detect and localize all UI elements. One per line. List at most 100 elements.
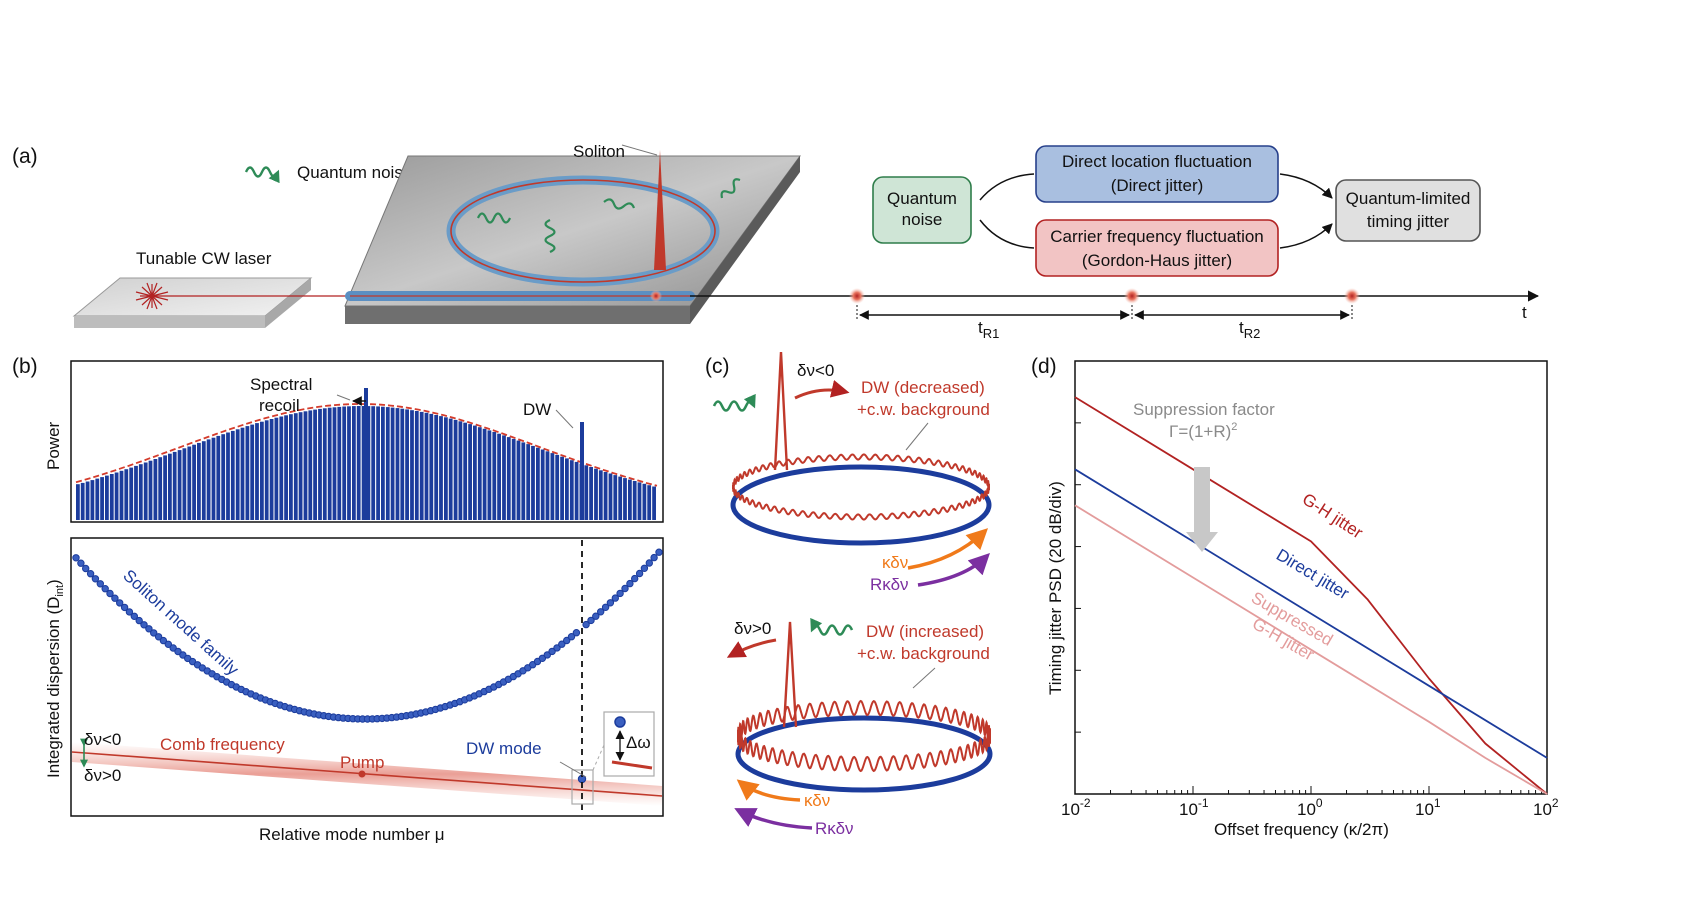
spectrum-bar	[124, 469, 129, 520]
mode-dot	[111, 594, 119, 602]
quantum-noise-legend-label: Quantum noise	[297, 163, 412, 182]
mode-dot	[635, 569, 644, 578]
spectrum-bar	[468, 424, 472, 520]
spectrum-bar	[289, 414, 293, 520]
suppression-factor-label: Suppression factor	[1133, 400, 1275, 419]
spectrum-bar	[143, 462, 148, 520]
spectrum-bar	[274, 417, 279, 520]
spectrum-bar	[521, 442, 526, 520]
x-tick-label: 10-1	[1179, 796, 1209, 819]
power-axis-label: Power	[44, 421, 63, 470]
kdv-arrow	[736, 779, 801, 802]
spectrum-bar	[400, 408, 405, 520]
spectrum-bar	[540, 449, 545, 520]
comb-frequency-line	[71, 751, 663, 797]
spectrum-bar	[439, 416, 443, 520]
spectrum-bar	[352, 406, 356, 520]
spectrum-bar	[473, 425, 477, 520]
spectrum-bar	[492, 432, 497, 520]
spectrum-bar	[429, 413, 434, 520]
spectrum-bar	[206, 439, 211, 520]
mode-dot	[91, 575, 100, 583]
direct-jitter-node-line2: (Direct jitter)	[1111, 176, 1204, 195]
panel-b: (b) Spectral recoil DW Power Δω Soliton …	[12, 355, 664, 844]
spectrum-bar	[536, 447, 540, 520]
spectrum-bar	[148, 460, 153, 520]
mode-dot	[106, 589, 114, 598]
noise-wave-icon	[544, 218, 556, 254]
bottom-soliton-pulse	[782, 621, 798, 728]
mode-dot	[169, 644, 177, 652]
spectrum-bar	[511, 438, 516, 520]
noise-wave-icon	[810, 617, 854, 636]
noise-wave-icon	[712, 393, 756, 412]
quantum-noise-legend-icon	[244, 166, 280, 184]
spectrum-bar	[381, 406, 385, 520]
spectrum-bar	[589, 467, 593, 520]
top-kdv-label: κδν	[882, 553, 908, 572]
direct-jitter-node-line1: Direct location fluctuation	[1062, 152, 1252, 171]
spectrum-bar	[226, 432, 230, 520]
psd-series	[1074, 396, 1548, 795]
spectrum-bar	[637, 482, 642, 520]
spectrum-bar	[119, 470, 124, 520]
soliton-label: Soliton	[573, 142, 625, 161]
spectrum-bar	[129, 467, 134, 520]
spectrum-bar	[201, 441, 206, 520]
spectrum-bar	[163, 455, 167, 520]
gh-jitter-node	[1035, 219, 1279, 277]
panel-label-b: (b)	[12, 355, 38, 378]
delta-omega-label: Δω	[626, 733, 651, 752]
mode-dot	[616, 589, 624, 598]
dv-pos-label: δν>0	[84, 766, 121, 785]
pulse-marker	[1344, 288, 1360, 304]
noise-wave-icon	[476, 212, 512, 224]
spectrum-bar	[192, 444, 196, 520]
panel-label-d: (d)	[1031, 355, 1057, 378]
spectrum-bar	[356, 406, 361, 520]
spectrum-bar	[618, 476, 623, 520]
relative-mode-axis-label: Relative mode number μ	[259, 825, 445, 844]
rkdv-arrow	[734, 808, 813, 830]
pump-label: Pump	[340, 753, 384, 772]
panel-label-c: (c)	[705, 355, 730, 378]
top-dw-label-2: +c.w. background	[857, 400, 990, 419]
spectrum-bar	[347, 406, 351, 520]
pulse-marker	[1124, 288, 1140, 304]
dispersion-box	[70, 537, 664, 817]
mode-dot	[563, 636, 571, 645]
spectrum-bar	[598, 470, 603, 520]
spectrum-bar	[526, 444, 531, 520]
mode-dot	[86, 570, 95, 578]
spectrum-bar	[260, 421, 264, 520]
microresonator-chip	[344, 144, 801, 324]
spectrum-bar	[172, 451, 177, 520]
gh-jitter-node-line1: Carrier frequency fluctuation	[1050, 227, 1264, 246]
spectrum-bar	[303, 411, 308, 520]
dv-neg-label: δν<0	[84, 730, 121, 749]
spectrum-bar	[395, 408, 400, 520]
mode-dot	[601, 603, 610, 611]
suppression-arrow-head	[1186, 532, 1218, 552]
spectrum-bar	[327, 407, 332, 520]
spectrum-bar	[240, 427, 245, 520]
spectrum-bar	[458, 421, 463, 520]
bottom-shift-arrow	[726, 638, 777, 658]
mode-dot	[150, 629, 158, 637]
x-tick-label: 102	[1533, 796, 1559, 819]
mode-dot	[154, 633, 163, 641]
series-line-direct-jitter	[1074, 468, 1548, 759]
mode-dot	[553, 644, 561, 652]
spectrum-bar	[216, 435, 221, 520]
bottom-dw-label-2: +c.w. background	[857, 644, 990, 663]
psd-x-axis-label: Offset frequency (κ/2π)	[1214, 820, 1389, 839]
quantum-noise-node-line1: Quantum	[887, 189, 957, 208]
x-tick-label: 101	[1415, 796, 1441, 819]
pulse-marker	[849, 288, 865, 304]
top-dv-label: δν<0	[797, 361, 834, 380]
spectrum-bar	[114, 472, 119, 520]
x-tick-label: 10-2	[1061, 796, 1091, 819]
mode-dot	[621, 584, 629, 593]
spectrum-bar	[652, 486, 656, 520]
spectrum-bar	[405, 409, 409, 520]
